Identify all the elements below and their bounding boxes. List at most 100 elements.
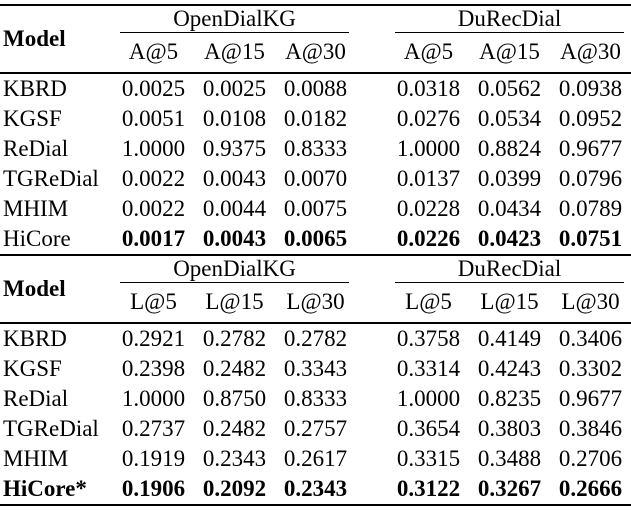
metric-value-cell: 0.3488 xyxy=(477,445,542,471)
dataset-header-opendialkg: OpenDialKG xyxy=(113,5,356,33)
metric-value-cell: 0.1919 xyxy=(121,445,186,471)
metric-value-cell: 1.0000 xyxy=(121,135,186,161)
metric-value-cell: 0.2737 xyxy=(121,415,186,441)
table-l-at-k: Model OpenDialKG DuRecDial L@5 L@15 L@30… xyxy=(0,254,631,506)
model-name-cell: HiCore xyxy=(3,225,71,251)
group-gap xyxy=(356,134,388,164)
metric-value-cell: 0.0108 xyxy=(202,105,267,131)
metric-header: L@5 xyxy=(388,283,470,324)
metric-value-cell: 0.2782 xyxy=(283,325,348,351)
model-name-cell: MHIM xyxy=(3,195,69,221)
table-row: HiCore 0.0017 0.0043 0.0065 0.0226 0.0423 0.07… xyxy=(0,224,631,254)
metric-value-cell: 0.3314 xyxy=(396,355,461,381)
metric-value-cell: 0.0043 xyxy=(202,225,267,251)
metric-value-cell: 0.2706 xyxy=(558,445,623,471)
metric-value-cell: 0.0938 xyxy=(558,75,623,101)
metric-value-cell: 0.2757 xyxy=(283,415,348,441)
model-name-cell: KGSF xyxy=(3,355,62,381)
metric-value-cell: 0.2482 xyxy=(202,355,267,381)
metric-value-cell: 0.8235 xyxy=(477,385,542,411)
group-gap xyxy=(356,194,388,224)
dataset-header-opendialkg: OpenDialKG xyxy=(113,255,356,283)
model-name-cell: ReDial xyxy=(3,385,69,411)
metric-value-cell: 0.0562 xyxy=(477,75,542,101)
metric-value-cell: 0.0751 xyxy=(558,225,623,251)
metric-value-cell: 0.0534 xyxy=(477,105,542,131)
group-gap xyxy=(356,354,388,384)
metric-value-cell: 0.3758 xyxy=(396,325,461,351)
metric-value-cell: 0.2092 xyxy=(202,475,267,501)
metric-value-cell: 0.8750 xyxy=(202,385,267,411)
metric-value-cell: 0.2398 xyxy=(121,355,186,381)
metric-value-cell: 1.0000 xyxy=(396,385,461,411)
metric-header: L@15 xyxy=(469,283,551,324)
group-gap xyxy=(356,255,389,324)
model-name-cell: MHIM xyxy=(3,445,69,471)
model-name-cell: ReDial xyxy=(3,135,69,161)
metric-value-cell: 0.0065 xyxy=(283,225,348,251)
dataset-header-durecdial: DuRecDial xyxy=(388,5,631,33)
metric-header: L@15 xyxy=(194,283,275,324)
metric-value-cell: 0.3122 xyxy=(396,475,461,501)
table-row: MHIM 0.0022 0.0044 0.0075 0.0228 0.0434 0.0789 xyxy=(0,194,631,224)
metric-value-cell: 0.0182 xyxy=(283,105,348,131)
metric-value-cell: 0.0137 xyxy=(396,165,461,191)
metric-value-cell: 1.0000 xyxy=(121,385,186,411)
metric-value-cell: 0.0952 xyxy=(558,105,623,131)
metric-header: A@30 xyxy=(550,33,631,74)
table-row: HiCore* 0.1906 0.2092 0.2343 0.3122 0.3267 0.2… xyxy=(0,474,631,505)
metric-value-cell: 0.0276 xyxy=(396,105,461,131)
group-gap xyxy=(356,5,389,74)
group-gap xyxy=(356,384,388,414)
metric-value-cell: 0.2343 xyxy=(202,445,267,471)
dataset-header-durecdial: DuRecDial xyxy=(388,255,631,283)
model-name-cell: TGReDial xyxy=(3,415,99,441)
metric-value-cell: 0.2617 xyxy=(283,445,348,471)
metric-value-cell: 0.0044 xyxy=(202,195,267,221)
metric-value-cell: 0.8333 xyxy=(283,135,348,161)
table-a-at-k: Model OpenDialKG DuRecDial A@5 A@15 A@30… xyxy=(0,4,631,254)
table-row: TGReDial 0.2737 0.2482 0.2757 0.3654 0.3803 0.… xyxy=(0,414,631,444)
metric-value-cell: 0.4243 xyxy=(477,355,542,381)
metric-value-cell: 0.0075 xyxy=(283,195,348,221)
table-row: KBRD 0.0025 0.0025 0.0088 0.0318 0.0562 0.0938 xyxy=(0,73,631,104)
group-gap xyxy=(356,323,388,354)
metric-value-cell: 1.0000 xyxy=(396,135,461,161)
metric-value-cell: 0.3654 xyxy=(396,415,461,441)
metric-value-cell: 0.0088 xyxy=(283,75,348,101)
metric-value-cell: 0.2343 xyxy=(283,475,348,501)
model-column-header: Model xyxy=(0,255,113,324)
metric-value-cell: 0.3302 xyxy=(558,355,623,381)
metric-value-cell: 0.2482 xyxy=(202,415,267,441)
metric-value-cell: 0.3406 xyxy=(558,325,623,351)
metric-value-cell: 0.0226 xyxy=(396,225,461,251)
metric-value-cell: 0.0043 xyxy=(202,165,267,191)
metric-value-cell: 0.0017 xyxy=(121,225,186,251)
metric-value-cell: 0.2666 xyxy=(558,475,623,501)
metric-value-cell: 0.1906 xyxy=(121,475,186,501)
metric-value-cell: 0.2782 xyxy=(202,325,267,351)
metric-header: L@5 xyxy=(113,283,194,324)
metric-value-cell: 0.8824 xyxy=(477,135,542,161)
table-row: KBRD 0.2921 0.2782 0.2782 0.3758 0.4149 0.3406 xyxy=(0,323,631,354)
metric-value-cell: 0.0318 xyxy=(396,75,461,101)
metric-value-cell: 0.0022 xyxy=(121,195,186,221)
table-row: MHIM 0.1919 0.2343 0.2617 0.3315 0.3488 0.2706 xyxy=(0,444,631,474)
metric-value-cell: 0.0070 xyxy=(283,165,348,191)
metric-value-cell: 0.0022 xyxy=(121,165,186,191)
metric-header: L@30 xyxy=(275,283,357,324)
metric-value-cell: 0.0025 xyxy=(121,75,186,101)
model-column-header: Model xyxy=(0,5,113,74)
metric-value-cell: 0.0796 xyxy=(558,165,623,191)
metric-value-cell: 0.0423 xyxy=(477,225,542,251)
metric-value-cell: 0.3803 xyxy=(477,415,542,441)
metric-value-cell: 0.9677 xyxy=(558,385,623,411)
metric-value-cell: 0.4149 xyxy=(477,325,542,351)
table-body: KBRD 0.0025 0.0025 0.0088 0.0318 0.0562 0.0938… xyxy=(0,73,631,254)
metric-value-cell: 0.3846 xyxy=(558,415,623,441)
table-row: TGReDial 0.0022 0.0043 0.0070 0.0137 0.0399 0.… xyxy=(0,164,631,194)
metric-header: A@15 xyxy=(469,33,551,74)
table-row: ReDial 1.0000 0.8750 0.8333 1.0000 0.8235 0.96… xyxy=(0,384,631,414)
metric-value-cell: 0.0025 xyxy=(202,75,267,101)
